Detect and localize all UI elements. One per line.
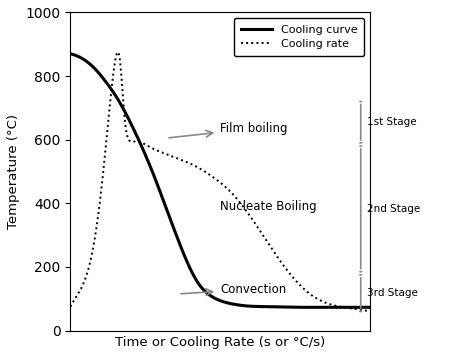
Text: Nucleate Boiling: Nucleate Boiling [220,200,317,213]
Cooling rate [246,213,252,217]
Cooling curve [367,305,373,309]
Cooling curve [246,304,251,308]
X-axis label: Time or Cooling Rate (s or °C/s): Time or Cooling Rate (s or °C/s) [115,336,325,349]
Line: Cooling rate: Cooling rate [70,52,370,312]
Cooling curve [211,296,217,300]
Cooling curve [210,295,215,299]
Cooling curve [298,305,303,309]
Cooling curve [360,305,366,309]
Cooling rate [230,192,236,197]
Cooling rate [360,308,366,312]
Cooling rate [212,176,218,180]
Cooling curve [313,305,319,309]
Cooling rate [210,175,216,179]
Cooling rate [67,304,73,309]
Cooling rate [313,296,319,300]
Line: Cooling curve: Cooling curve [70,54,370,307]
Legend: Cooling curve, Cooling rate: Cooling curve, Cooling rate [234,18,364,56]
Cooling curve [229,302,235,306]
Text: 3rd Stage: 3rd Stage [367,288,418,298]
Cooling rate [115,50,120,54]
Cooling curve [67,52,73,56]
Text: 1st Stage: 1st Stage [367,117,417,127]
Cooling rate [367,309,373,314]
Text: Convection: Convection [181,283,286,295]
Text: 2nd Stage: 2nd Stage [367,204,420,214]
Y-axis label: Temperature (°C): Temperature (°C) [7,114,20,229]
Text: Film boiling: Film boiling [169,122,288,138]
